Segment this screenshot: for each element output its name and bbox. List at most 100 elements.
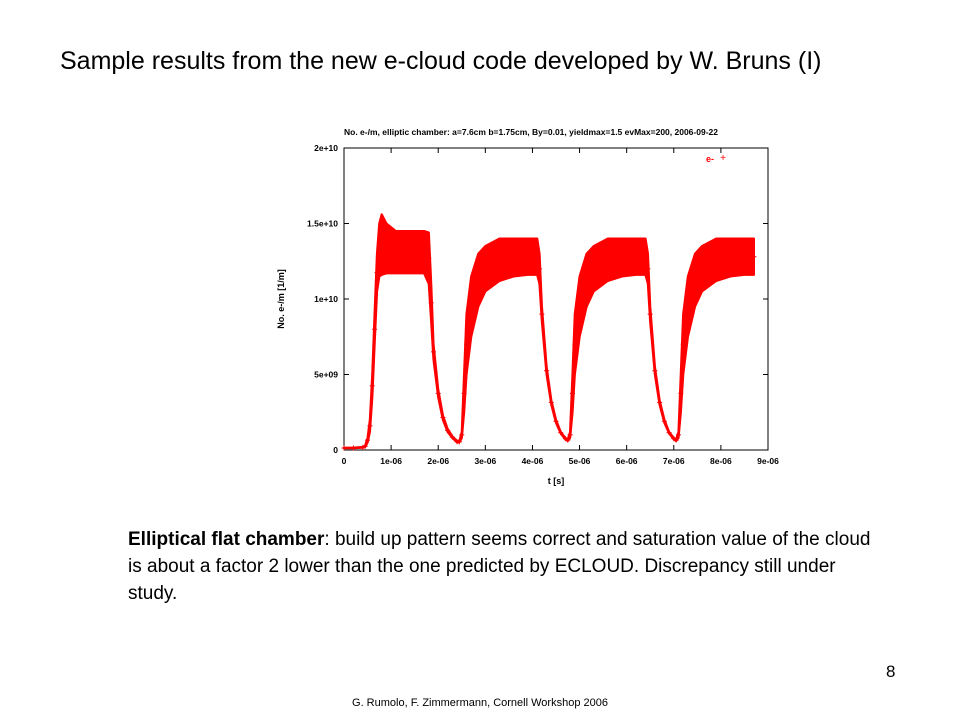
- y-axis-label: No. e-/m [1/m]: [276, 269, 286, 329]
- data-point: [369, 383, 375, 389]
- data-point: [482, 266, 488, 272]
- data-point: [461, 390, 467, 396]
- data-point: [376, 247, 382, 253]
- data-point: [675, 432, 681, 438]
- plot-frame: [343, 147, 769, 451]
- data-point: [468, 304, 474, 310]
- y-tick-label: 1.5e+10: [307, 219, 338, 229]
- data-point: [496, 257, 502, 263]
- x-tick-label: 6e-06: [616, 456, 638, 466]
- x-tick-label: 4e-06: [522, 456, 544, 466]
- x-tick-label: 3e-06: [474, 456, 496, 466]
- data-point: [572, 341, 578, 347]
- data-point: [569, 390, 575, 396]
- data-point: [463, 341, 469, 347]
- data-point: [544, 368, 550, 374]
- data-point: [367, 423, 373, 429]
- data-point: [412, 249, 418, 255]
- data-point: [525, 254, 531, 260]
- data-point: [431, 349, 437, 355]
- data-point: [657, 399, 663, 405]
- data-point: [558, 430, 564, 436]
- data-point: [567, 432, 573, 438]
- data-point: [727, 254, 733, 260]
- data-point: [751, 254, 757, 260]
- y-tick-label: 0: [333, 445, 338, 455]
- data-point: [643, 254, 649, 260]
- x-tick-label: 2e-06: [427, 456, 449, 466]
- legend: e- +: [706, 153, 726, 164]
- data-point: [393, 249, 399, 255]
- data-point: [647, 311, 653, 317]
- footer: G. Rumolo, F. Zimmermann, Cornell Worksh…: [352, 697, 608, 709]
- data-point: [456, 439, 462, 445]
- data-point: [645, 266, 651, 272]
- caption-bold: Elliptical flat chamber: [128, 529, 325, 550]
- y-tick-label: 5e+09: [314, 370, 338, 380]
- data-point: [591, 266, 597, 272]
- series-band: [342, 213, 755, 450]
- data-point: [402, 249, 408, 255]
- data-point: [341, 445, 347, 451]
- data-point: [475, 277, 481, 283]
- data-point: [565, 437, 571, 443]
- page-number: 8: [886, 662, 896, 681]
- data-point: [680, 341, 686, 347]
- data-point: [372, 326, 378, 332]
- data-point: [383, 245, 389, 251]
- data-point: [619, 254, 625, 260]
- data-point: [360, 444, 366, 450]
- chart: No. e-/m, elliptic chamber: a=7.6cm b=1.…: [268, 112, 788, 492]
- data-point: [548, 399, 554, 405]
- data-point: [428, 300, 434, 306]
- data-point: [605, 257, 611, 263]
- x-tick-label: 7e-06: [663, 456, 685, 466]
- caption: Elliptical flat chamber: build up patter…: [128, 526, 888, 607]
- data-point: [426, 255, 432, 261]
- data-point: [661, 418, 667, 424]
- data-point: [692, 277, 698, 283]
- data-point: [652, 368, 658, 374]
- y-tick-label: 2e+10: [314, 143, 338, 153]
- data-point: [673, 437, 679, 443]
- legend-label: e-: [706, 154, 714, 164]
- data-point: [685, 304, 691, 310]
- chart-title: No. e-/m, elliptic chamber: a=7.6cm b=1.…: [344, 127, 718, 137]
- data-point: [539, 311, 545, 317]
- x-tick-label: 9e-06: [757, 456, 779, 466]
- series-e-minus: [341, 213, 757, 451]
- x-axis-label: t [s]: [548, 476, 565, 486]
- x-tick-label: 8e-06: [710, 456, 732, 466]
- data-point: [440, 415, 446, 421]
- x-tick-label: 0: [342, 456, 347, 466]
- data-point: [678, 390, 684, 396]
- x-tick-label: 5e-06: [569, 456, 591, 466]
- data-point: [365, 437, 371, 443]
- chart-svg: No. e-/m, elliptic chamber: a=7.6cm b=1.…: [276, 127, 779, 486]
- data-point: [584, 277, 590, 283]
- y-tick-label: 1e+10: [314, 294, 338, 304]
- data-point: [699, 266, 705, 272]
- data-point: [379, 242, 385, 248]
- data-point: [534, 254, 540, 260]
- data-point: [449, 434, 455, 440]
- data-point: [350, 445, 356, 451]
- axis-ticks: 0 1e-06 2e-06 3e-06 4e-06 5e-06 6e-06 7e-06 8e-0…: [307, 143, 779, 466]
- data-point: [577, 304, 583, 310]
- data-point: [633, 254, 639, 260]
- x-tick-label: 1e-06: [380, 456, 402, 466]
- caption-text: : build up pattern seems correct and sat…: [128, 529, 871, 604]
- data-point: [537, 266, 543, 272]
- data-point: [435, 390, 441, 396]
- data-point: [713, 257, 719, 263]
- data-point: [741, 254, 747, 260]
- data-point: [511, 254, 517, 260]
- data-point: [421, 249, 427, 255]
- slide-title: Sample results from the new e-cloud code…: [60, 47, 822, 75]
- data-point: [445, 427, 451, 433]
- data-point: [459, 432, 465, 438]
- data-point: [362, 443, 368, 449]
- legend-marker: +: [720, 153, 726, 164]
- data-point: [374, 270, 380, 276]
- data-point: [553, 418, 559, 424]
